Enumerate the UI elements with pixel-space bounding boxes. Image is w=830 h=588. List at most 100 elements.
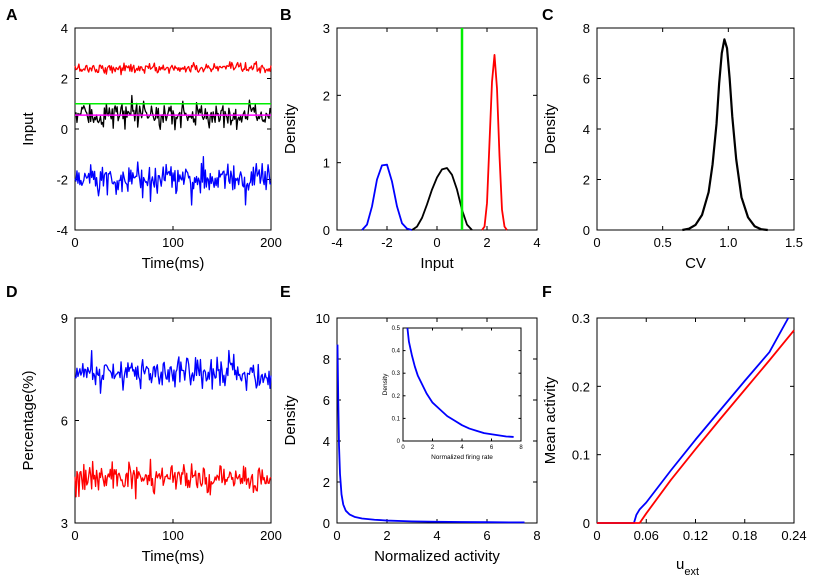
x-tick-label: 2: [483, 235, 490, 250]
inset-y-axis-label: Density: [382, 373, 389, 395]
x-tick-label: 100: [162, 528, 184, 543]
x-tick-label: -2: [381, 235, 393, 250]
x-axis-label-sub: ext: [684, 566, 699, 578]
y-tick-label: 0.5: [392, 326, 401, 332]
series-inhibitory-activity: [74, 458, 272, 500]
y-tick-label: -2: [56, 173, 68, 188]
x-axis-label: Input: [420, 255, 454, 272]
plot-frame: [596, 27, 795, 231]
y-tick-label: 3: [323, 21, 330, 36]
x-tick-label: 200: [260, 528, 282, 543]
plot-frame: [74, 27, 272, 231]
y-tick-label: 6: [323, 393, 330, 408]
y-tick-label: 0: [61, 122, 68, 137]
panel-label: B: [280, 7, 292, 24]
y-tick-label: 0: [583, 223, 590, 238]
inset-x-axis-label: Normalized firing rate: [431, 454, 493, 461]
series-CV-density: [682, 38, 768, 232]
series-excitatory-mean: [597, 317, 790, 524]
x-tick-label: 2: [431, 445, 435, 451]
y-tick-label: 0.2: [572, 379, 590, 394]
y-tick-label: 6: [583, 72, 590, 87]
y-tick-label: 1: [323, 156, 330, 171]
y-tick-label: 2: [323, 88, 330, 103]
x-tick-label: 0: [401, 445, 405, 451]
panel-label: D: [6, 284, 18, 301]
x-tick-label: 0: [593, 528, 600, 543]
x-tick-label: 0: [433, 235, 440, 250]
y-tick-label: 8: [583, 21, 590, 36]
y-axis-label: Density: [282, 103, 299, 154]
y-axis-label: Density: [542, 103, 559, 154]
plot-frame: [336, 27, 538, 231]
y-tick-label: 0: [323, 516, 330, 531]
x-tick-label: 0.5: [654, 235, 672, 250]
y-tick-label: 0.3: [392, 371, 401, 377]
x-axis-label: Time(ms): [142, 548, 205, 565]
x-tick-label: 100: [162, 235, 184, 250]
y-tick-label: 10: [316, 311, 330, 326]
y-axis-label: Mean activity: [542, 376, 559, 464]
x-tick-label: 0.06: [634, 528, 659, 543]
panel-label: E: [280, 284, 291, 301]
inset-series: [406, 327, 514, 438]
y-tick-label: 0: [583, 516, 590, 531]
panel-d: D 0 100 200 3 6 9 Time(ms) Percentage(%): [6, 284, 282, 565]
y-tick-label: 2: [61, 72, 68, 87]
x-tick-label: 200: [260, 235, 282, 250]
x-axis-label: CV: [685, 255, 706, 272]
x-tick-label: 6: [490, 445, 494, 451]
x-tick-label: 0: [593, 235, 600, 250]
x-tick-label: 2: [383, 528, 390, 543]
panel-b: B -4 -2 0 2 4 0 1 2 3 Input Density: [280, 7, 541, 272]
y-tick-label: 0.1: [392, 416, 401, 422]
x-axis-label-main: u: [676, 556, 684, 573]
y-tick-label: 3: [61, 516, 68, 531]
y-tick-label: 0.4: [392, 349, 401, 355]
x-tick-label: 1.5: [785, 235, 803, 250]
panel-f: F 0 0.06 0.12 0.18 0.24 0 0.1 0.2 0.3 uext Mean act…: [542, 284, 807, 578]
y-tick-label: 8: [323, 352, 330, 367]
x-tick-label: 0.24: [781, 528, 806, 543]
panel-c: C 0 0.5 1.0 1.5 0 2 4 6 8 CV Density: [542, 7, 803, 272]
y-tick-label: 6: [61, 414, 68, 429]
x-tick-label: 8: [519, 445, 523, 451]
x-tick-label: 0.12: [683, 528, 708, 543]
x-tick-label: 8: [533, 528, 540, 543]
series-inhibitory-density: [361, 163, 413, 231]
y-tick-label: 0: [397, 439, 401, 445]
plot-frame: [74, 317, 272, 524]
x-tick-label: -4: [331, 235, 343, 250]
x-tick-label: 6: [483, 528, 490, 543]
series-inhibitory-mean: [597, 329, 795, 524]
y-tick-label: 0: [323, 223, 330, 238]
series-inhibitory-input: [74, 155, 272, 206]
inset-plot: 0 2 4 6 8 0 0.1 0.2 0.3 0.4 0.5 Normalized firing r…: [382, 326, 523, 461]
y-tick-label: 4: [583, 122, 590, 137]
series-excitatory-density: [481, 54, 508, 231]
y-tick-label: 4: [323, 434, 330, 449]
x-tick-label: 4: [533, 235, 540, 250]
series-excitatory-activity: [74, 349, 272, 394]
y-tick-label: 2: [583, 173, 590, 188]
series-excitatory-input: [74, 60, 272, 76]
plot-frame: [596, 317, 795, 524]
y-tick-label: 4: [61, 21, 68, 36]
x-axis-label: Normalized activity: [374, 548, 500, 565]
series-mixed-input: [74, 94, 272, 131]
y-tick-label: 0.1: [572, 448, 590, 463]
x-tick-label: 0: [71, 528, 78, 543]
series-activity-density: [336, 344, 525, 524]
y-axis-label: Percentage(%): [20, 370, 37, 470]
y-axis-label: Input: [20, 111, 37, 145]
x-tick-label: 0: [71, 235, 78, 250]
x-tick-label: 1.0: [719, 235, 737, 250]
y-tick-label: 2: [323, 475, 330, 490]
x-tick-label: 0: [333, 528, 340, 543]
y-tick-label: 0.2: [392, 394, 401, 400]
panel-label: C: [542, 7, 554, 24]
y-tick-label: 9: [61, 311, 68, 326]
panel-label: F: [542, 284, 552, 301]
